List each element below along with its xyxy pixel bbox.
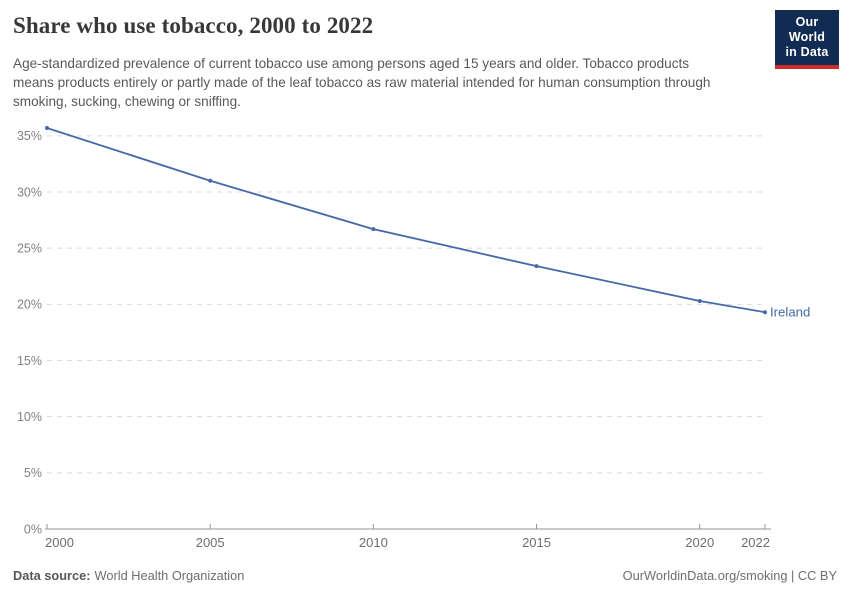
y-tick-label: 25% (17, 241, 42, 255)
chart-footer: Data source: World Health Organization Ou… (13, 568, 837, 583)
line-chart[interactable]: 0% 5% 10% 15% 20% 25% 30% 35% 2000 2005 2010 2015 20… (0, 115, 850, 560)
y-tick-label: 20% (17, 298, 42, 312)
data-point[interactable] (45, 125, 49, 130)
x-tick-label: 2010 (359, 535, 388, 550)
data-source-value: World Health Organization (94, 568, 245, 583)
owid-logo[interactable]: Our World in Data (775, 10, 839, 69)
chart-title: Share who use tobacco, 2000 to 2022 (13, 13, 374, 38)
license-label: | CC BY (787, 568, 837, 583)
logo-line2: in Data (785, 45, 829, 59)
data-source-label: Data source: (13, 568, 91, 583)
y-tick-label: 10% (17, 410, 42, 424)
footer-attribution: OurWorldinData.org/smoking | CC BY (623, 568, 837, 583)
y-tick-label: 35% (17, 129, 42, 143)
logo-line1: Our World (788, 15, 826, 44)
x-tick-label: 2015 (522, 535, 551, 550)
series-label-ireland[interactable]: Ireland (770, 305, 810, 320)
y-tick-label: 5% (24, 466, 42, 480)
x-tick-label: 2020 (685, 535, 714, 550)
data-point[interactable] (697, 298, 702, 303)
data-point[interactable] (208, 178, 213, 183)
x-tick-label: 2022 (741, 535, 770, 550)
x-tick-label: 2005 (196, 535, 225, 550)
chart-subtitle: Age-standardized prevalence of current t… (13, 56, 711, 109)
owid-url-link[interactable]: OurWorldinData.org/smoking (622, 568, 788, 583)
y-tick-label: 30% (17, 185, 42, 199)
y-tick-label: 0% (24, 522, 42, 536)
y-tick-label: 15% (17, 354, 42, 368)
data-point[interactable] (763, 310, 767, 315)
x-tick-label: 2000 (45, 535, 74, 550)
data-point[interactable] (371, 227, 376, 232)
data-point[interactable] (534, 264, 539, 269)
series-line-ireland[interactable] (46, 127, 766, 314)
data-source: Data source: World Health Organization (13, 568, 244, 583)
